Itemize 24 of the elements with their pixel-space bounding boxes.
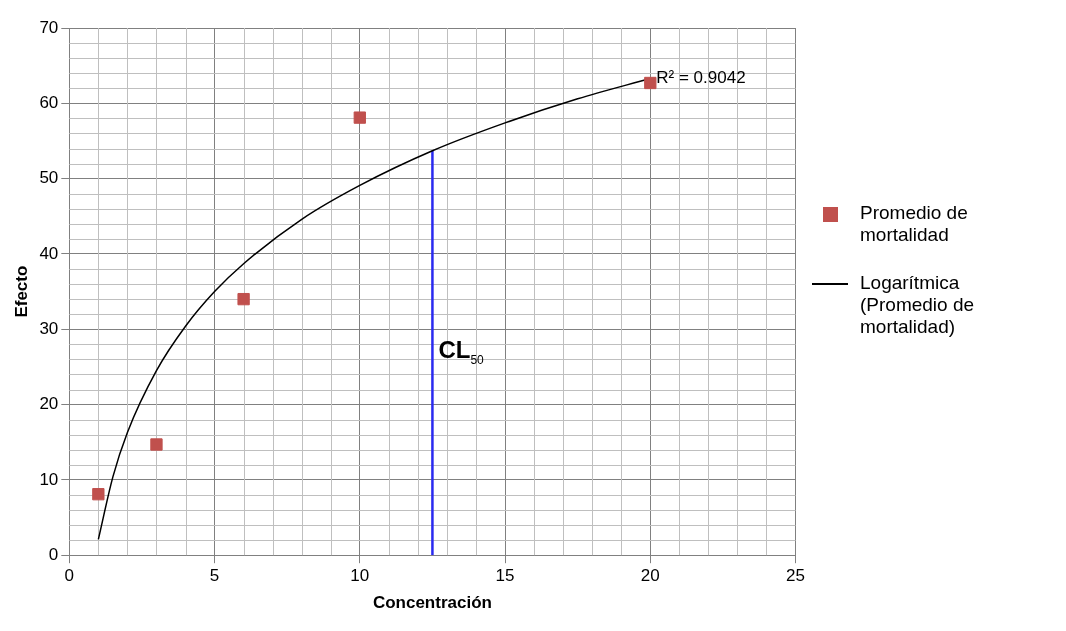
point	[237, 292, 250, 306]
annotation: R² = 0.9042	[656, 68, 746, 88]
y-tick-label: 20	[39, 394, 59, 414]
point	[353, 111, 366, 124]
point	[150, 438, 163, 451]
y-tick-label: 70	[39, 17, 59, 37]
y-tick-label: 30	[39, 318, 59, 338]
x-tick-label: 20	[640, 566, 660, 586]
x-tick-label: 0	[64, 566, 75, 586]
y-axis-title: Efecto	[11, 265, 31, 318]
legend-label: Promedio de mortalidad	[860, 202, 969, 246]
x-tick-label: 25	[786, 566, 806, 586]
x-tick-label: 5	[209, 566, 220, 586]
point	[92, 488, 105, 501]
x-tick-label: 15	[495, 566, 515, 586]
y-tick-label: 0	[48, 544, 59, 564]
legend-label: Logarítmica (Promedio de mortalidad)	[860, 272, 976, 338]
x-axis-title: Concentración	[372, 593, 492, 613]
y-tick-label: 50	[39, 168, 59, 188]
y-tick-label: 40	[39, 243, 59, 263]
point	[644, 76, 657, 90]
x-tick-label: 10	[350, 566, 370, 586]
y-tick-label: 10	[39, 469, 59, 489]
y-tick-label: 60	[39, 93, 59, 112]
